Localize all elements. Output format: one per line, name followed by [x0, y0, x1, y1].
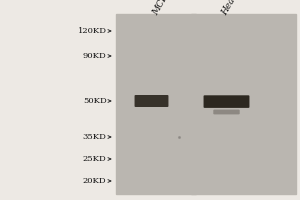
Text: MCF-7: MCF-7: [152, 0, 175, 17]
Text: Heart: Heart: [220, 0, 242, 17]
Text: 20KD: 20KD: [83, 177, 106, 185]
Text: 50KD: 50KD: [83, 97, 106, 105]
Text: 35KD: 35KD: [82, 133, 106, 141]
Text: 120KD: 120KD: [77, 27, 106, 35]
FancyBboxPatch shape: [204, 95, 250, 108]
FancyBboxPatch shape: [213, 110, 240, 114]
Bar: [116, 14, 296, 194]
Text: 25KD: 25KD: [83, 155, 106, 163]
FancyBboxPatch shape: [135, 95, 169, 107]
Bar: [190, 14, 196, 194]
Text: 90KD: 90KD: [83, 52, 106, 60]
